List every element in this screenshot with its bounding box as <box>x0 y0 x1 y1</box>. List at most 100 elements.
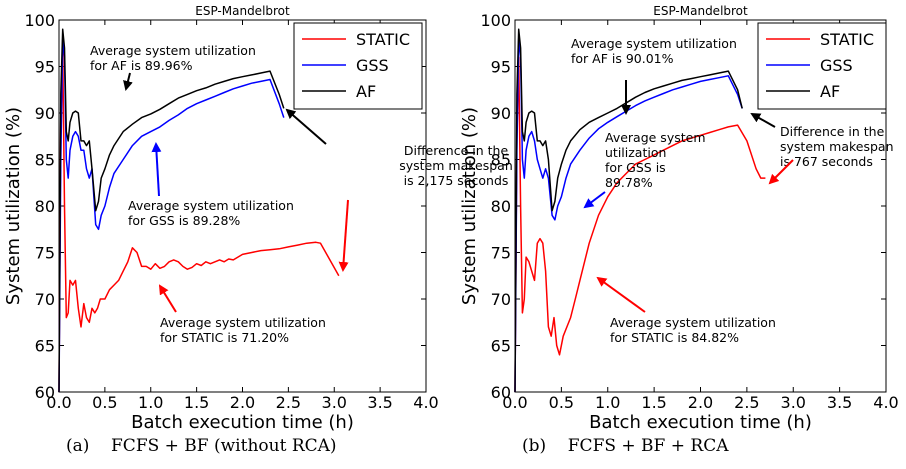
x-tick-label: 1.0 <box>595 393 620 412</box>
legend-label: GSS <box>356 56 389 75</box>
annotation-line: Average system utilization <box>571 36 737 51</box>
annotation-line: is 767 seconds <box>780 154 873 169</box>
x-tick-label: 1.5 <box>641 393 666 412</box>
annotation-line: Average system utilization <box>128 198 294 213</box>
annotation-line: system makespan <box>399 158 513 173</box>
annotation-arrow <box>285 108 327 145</box>
legend-box <box>293 22 423 110</box>
y-tick-label: 65 <box>491 337 511 356</box>
y-tick-label: 100 <box>480 11 511 30</box>
chart-title: ESP-Mandelbrot <box>653 4 748 18</box>
caption-a: (a) FCFS + BF (without RCA) <box>66 436 337 456</box>
annotation-arrow <box>768 159 794 185</box>
legend: STATIC GSS AF <box>757 22 887 110</box>
y-tick-label: 90 <box>35 104 55 123</box>
y-tick-label: 80 <box>35 197 55 216</box>
annotation-line: for GSS is 89.28% <box>128 213 240 228</box>
annotation-arrow <box>596 276 646 313</box>
y-tick-label: 85 <box>491 151 511 170</box>
y-tick-label: 60 <box>35 383 55 402</box>
annotation-line: Average system utilization <box>610 315 776 330</box>
annotation-line: is 2,175 seconds <box>404 173 509 188</box>
y-tick-label: 100 <box>24 11 55 30</box>
annotation-line: Average system <box>605 130 706 145</box>
annotation-arrow <box>338 199 349 272</box>
x-tick-label: 0.5 <box>92 393 117 412</box>
annotation-line: Average system utilization <box>160 315 326 330</box>
annotation-line: 89.78% <box>605 175 653 190</box>
annotation-arrow <box>583 191 606 209</box>
series-line-af <box>514 28 743 393</box>
series-line-static <box>514 56 766 393</box>
y-tick-label: 95 <box>35 58 55 77</box>
annotation-line: Difference in the <box>780 124 885 139</box>
annotation-line: for GSS is <box>605 160 666 175</box>
y-axis-label: System utilization (%) <box>3 107 24 305</box>
x-axis-label: Batch execution time (h) <box>131 412 354 433</box>
series-line-gss <box>514 37 743 393</box>
legend-label: STATIC <box>820 30 874 49</box>
x-tick-label: 2.0 <box>688 393 713 412</box>
annotation-line: Average system utilization <box>90 43 256 58</box>
x-tick-label: 0.0 <box>502 393 527 412</box>
x-tick-label: 1.5 <box>184 393 209 412</box>
y-tick-label: 85 <box>35 151 55 170</box>
annotation-line: for STATIC is 71.20% <box>160 330 289 345</box>
annotation-line: utilization <box>605 145 666 160</box>
chart-title: ESP-Mandelbrot <box>195 4 290 18</box>
y-tick-label: 70 <box>35 290 55 309</box>
annotation-line: for AF is 90.01% <box>571 51 674 66</box>
annotation-line: system makespan <box>780 139 894 154</box>
annotation-line: Difference in the <box>404 143 509 158</box>
y-tick-label: 70 <box>491 290 511 309</box>
annotation-line: for AF is 89.96% <box>90 58 193 73</box>
x-tick-label: 3.0 <box>322 393 347 412</box>
x-axis-label: Batch execution time (h) <box>589 412 812 433</box>
series-line-static <box>58 47 340 393</box>
x-tick-label: 2.0 <box>230 393 255 412</box>
annotation-arrow <box>158 284 177 313</box>
series-line-gss <box>58 37 285 393</box>
x-tick-label: 2.5 <box>276 393 301 412</box>
y-tick-label: 90 <box>491 104 511 123</box>
annotation-arrow <box>151 142 162 197</box>
caption-b: (b) FCFS + BF + RCA <box>522 436 729 456</box>
chart-panel-b: ESP-Mandelbrot 0.0 0.5 1.0 1.5 2.0 2.5 3.0 3.5 4.… <box>459 4 899 433</box>
legend: STATIC GSS AF <box>293 22 423 110</box>
x-tick-label: 3.5 <box>367 393 392 412</box>
series-line-af <box>58 28 285 393</box>
y-tick-label: 75 <box>35 244 55 263</box>
y-tick-label: 60 <box>491 383 511 402</box>
legend-label: AF <box>820 82 840 101</box>
x-tick-label: 2.5 <box>734 393 759 412</box>
x-tick-label: 4.0 <box>413 393 438 412</box>
x-tick-label: 1.0 <box>138 393 163 412</box>
y-axis-label: System utilization (%) <box>459 107 480 305</box>
chart-panel-a: ESP-Mandelbrot 0.0 0.5 1.0 1.5 2.0 2.5 3.0 3.5 4.… <box>3 4 513 433</box>
y-tick-label: 75 <box>491 244 511 263</box>
x-tick-label: 4.0 <box>873 393 898 412</box>
legend-label: STATIC <box>356 30 410 49</box>
x-tick-label: 0.5 <box>549 393 574 412</box>
legend-label: AF <box>356 82 376 101</box>
annotation-arrow <box>123 72 133 91</box>
x-tick-label: 0.0 <box>46 393 71 412</box>
y-tick-label: 65 <box>35 337 55 356</box>
y-tick-label: 95 <box>491 58 511 77</box>
annotation-arrow <box>750 113 776 128</box>
annotation-line: for STATIC is 84.82% <box>610 330 739 345</box>
y-tick-label: 80 <box>491 197 511 216</box>
x-tick-label: 3.0 <box>781 393 806 412</box>
legend-box <box>757 22 887 110</box>
legend-label: GSS <box>820 56 853 75</box>
x-tick-label: 3.5 <box>827 393 852 412</box>
